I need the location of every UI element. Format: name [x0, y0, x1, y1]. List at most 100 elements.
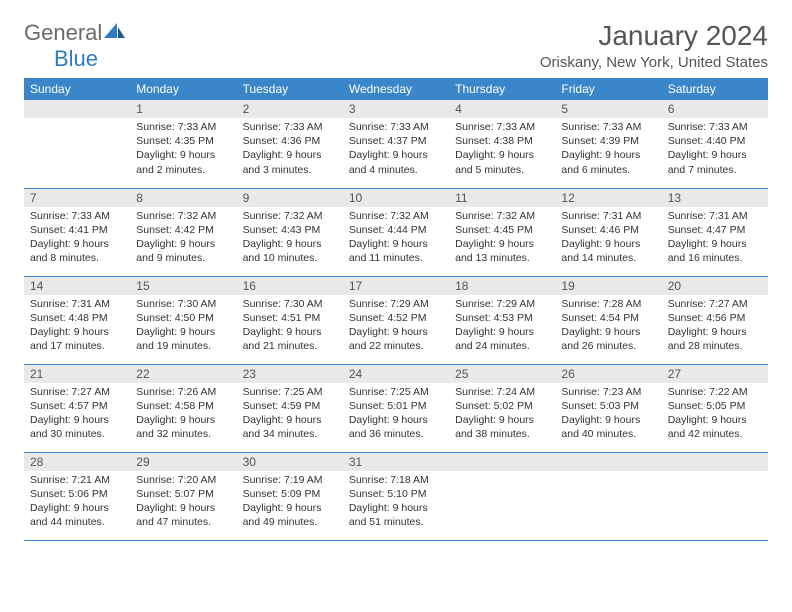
- day-details: Sunrise: 7:22 AMSunset: 5:05 PMDaylight:…: [662, 383, 768, 446]
- day-detail-line: Sunrise: 7:27 AM: [30, 385, 124, 399]
- day-details: Sunrise: 7:27 AMSunset: 4:57 PMDaylight:…: [24, 383, 130, 446]
- calendar-day-cell: 13Sunrise: 7:31 AMSunset: 4:47 PMDayligh…: [662, 188, 768, 276]
- day-details: Sunrise: 7:33 AMSunset: 4:36 PMDaylight:…: [237, 118, 343, 181]
- day-detail-line: Sunrise: 7:29 AM: [455, 297, 549, 311]
- day-details: Sunrise: 7:33 AMSunset: 4:39 PMDaylight:…: [555, 118, 661, 181]
- day-detail-line: Daylight: 9 hours: [668, 237, 762, 251]
- calendar-day-cell: 18Sunrise: 7:29 AMSunset: 4:53 PMDayligh…: [449, 276, 555, 364]
- day-detail-line: Sunset: 4:47 PM: [668, 223, 762, 237]
- calendar-day-cell: 23Sunrise: 7:25 AMSunset: 4:59 PMDayligh…: [237, 364, 343, 452]
- day-detail-line: and 21 minutes.: [243, 339, 337, 353]
- day-number: 5: [555, 100, 661, 118]
- day-details: Sunrise: 7:31 AMSunset: 4:47 PMDaylight:…: [662, 207, 768, 270]
- day-number: 18: [449, 277, 555, 295]
- day-number: 30: [237, 453, 343, 471]
- day-number: [449, 453, 555, 471]
- calendar-day-cell: 26Sunrise: 7:23 AMSunset: 5:03 PMDayligh…: [555, 364, 661, 452]
- day-detail-line: Sunset: 4:56 PM: [668, 311, 762, 325]
- title-block: January 2024 Oriskany, New York, United …: [540, 20, 768, 71]
- day-number: 6: [662, 100, 768, 118]
- calendar-day-cell: 28Sunrise: 7:21 AMSunset: 5:06 PMDayligh…: [24, 452, 130, 540]
- day-detail-line: Sunrise: 7:32 AM: [455, 209, 549, 223]
- day-number: 10: [343, 189, 449, 207]
- day-detail-line: Sunrise: 7:26 AM: [136, 385, 230, 399]
- calendar-day-cell: 29Sunrise: 7:20 AMSunset: 5:07 PMDayligh…: [130, 452, 236, 540]
- calendar-day-cell: 12Sunrise: 7:31 AMSunset: 4:46 PMDayligh…: [555, 188, 661, 276]
- calendar-day-cell: 22Sunrise: 7:26 AMSunset: 4:58 PMDayligh…: [130, 364, 236, 452]
- day-detail-line: Sunset: 5:03 PM: [561, 399, 655, 413]
- day-detail-line: Sunset: 4:39 PM: [561, 134, 655, 148]
- day-detail-line: and 38 minutes.: [455, 427, 549, 441]
- calendar-day-cell: 20Sunrise: 7:27 AMSunset: 4:56 PMDayligh…: [662, 276, 768, 364]
- day-number: 15: [130, 277, 236, 295]
- day-number: 20: [662, 277, 768, 295]
- day-detail-line: Sunset: 5:10 PM: [349, 487, 443, 501]
- day-details: Sunrise: 7:31 AMSunset: 4:46 PMDaylight:…: [555, 207, 661, 270]
- day-detail-line: Sunset: 4:36 PM: [243, 134, 337, 148]
- day-number: 26: [555, 365, 661, 383]
- calendar-day-cell: 7Sunrise: 7:33 AMSunset: 4:41 PMDaylight…: [24, 188, 130, 276]
- day-detail-line: Sunset: 4:44 PM: [349, 223, 443, 237]
- calendar-day-cell: 3Sunrise: 7:33 AMSunset: 4:37 PMDaylight…: [343, 100, 449, 188]
- day-number: 21: [24, 365, 130, 383]
- day-detail-line: and 47 minutes.: [136, 515, 230, 529]
- day-detail-line: Sunset: 4:38 PM: [455, 134, 549, 148]
- day-details: Sunrise: 7:33 AMSunset: 4:38 PMDaylight:…: [449, 118, 555, 181]
- calendar-day-cell: [24, 100, 130, 188]
- day-detail-line: Daylight: 9 hours: [561, 413, 655, 427]
- day-details: Sunrise: 7:18 AMSunset: 5:10 PMDaylight:…: [343, 471, 449, 534]
- calendar-day-cell: [449, 452, 555, 540]
- day-detail-line: Daylight: 9 hours: [349, 325, 443, 339]
- calendar-day-cell: 16Sunrise: 7:30 AMSunset: 4:51 PMDayligh…: [237, 276, 343, 364]
- day-number: 31: [343, 453, 449, 471]
- day-detail-line: and 36 minutes.: [349, 427, 443, 441]
- day-number: 24: [343, 365, 449, 383]
- day-details: Sunrise: 7:30 AMSunset: 4:50 PMDaylight:…: [130, 295, 236, 358]
- day-detail-line: Sunset: 4:48 PM: [30, 311, 124, 325]
- day-details: Sunrise: 7:30 AMSunset: 4:51 PMDaylight:…: [237, 295, 343, 358]
- day-detail-line: Sunrise: 7:24 AM: [455, 385, 549, 399]
- day-number: 8: [130, 189, 236, 207]
- day-detail-line: Sunrise: 7:31 AM: [561, 209, 655, 223]
- calendar-day-cell: 19Sunrise: 7:28 AMSunset: 4:54 PMDayligh…: [555, 276, 661, 364]
- day-detail-line: and 51 minutes.: [349, 515, 443, 529]
- day-detail-line: Sunrise: 7:33 AM: [349, 120, 443, 134]
- day-detail-line: Daylight: 9 hours: [668, 413, 762, 427]
- day-detail-line: and 3 minutes.: [243, 163, 337, 177]
- day-detail-line: Sunset: 4:57 PM: [30, 399, 124, 413]
- day-detail-line: and 2 minutes.: [136, 163, 230, 177]
- day-detail-line: Daylight: 9 hours: [349, 237, 443, 251]
- header: General Blue January 2024 Oriskany, New …: [24, 20, 768, 72]
- day-details: Sunrise: 7:25 AMSunset: 4:59 PMDaylight:…: [237, 383, 343, 446]
- day-detail-line: Sunrise: 7:33 AM: [30, 209, 124, 223]
- day-detail-line: Sunset: 4:46 PM: [561, 223, 655, 237]
- day-details: Sunrise: 7:21 AMSunset: 5:06 PMDaylight:…: [24, 471, 130, 534]
- day-detail-line: Sunset: 4:45 PM: [455, 223, 549, 237]
- day-detail-line: Sunrise: 7:21 AM: [30, 473, 124, 487]
- day-detail-line: Sunrise: 7:32 AM: [349, 209, 443, 223]
- day-detail-line: Sunset: 5:01 PM: [349, 399, 443, 413]
- day-number: 7: [24, 189, 130, 207]
- weekday-header: Friday: [555, 78, 661, 100]
- day-number: 16: [237, 277, 343, 295]
- day-detail-line: Sunrise: 7:33 AM: [668, 120, 762, 134]
- day-detail-line: Daylight: 9 hours: [243, 148, 337, 162]
- calendar-week-row: 7Sunrise: 7:33 AMSunset: 4:41 PMDaylight…: [24, 188, 768, 276]
- calendar-day-cell: 8Sunrise: 7:32 AMSunset: 4:42 PMDaylight…: [130, 188, 236, 276]
- day-detail-line: and 14 minutes.: [561, 251, 655, 265]
- calendar-body: 1Sunrise: 7:33 AMSunset: 4:35 PMDaylight…: [24, 100, 768, 540]
- day-detail-line: and 32 minutes.: [136, 427, 230, 441]
- day-detail-line: Sunrise: 7:27 AM: [668, 297, 762, 311]
- day-details: Sunrise: 7:29 AMSunset: 4:53 PMDaylight:…: [449, 295, 555, 358]
- day-detail-line: Sunrise: 7:25 AM: [243, 385, 337, 399]
- day-detail-line: Sunset: 5:05 PM: [668, 399, 762, 413]
- day-detail-line: Sunrise: 7:32 AM: [243, 209, 337, 223]
- day-number: 2: [237, 100, 343, 118]
- calendar-day-cell: [662, 452, 768, 540]
- calendar-day-cell: 15Sunrise: 7:30 AMSunset: 4:50 PMDayligh…: [130, 276, 236, 364]
- day-detail-line: Sunrise: 7:32 AM: [136, 209, 230, 223]
- day-detail-line: and 8 minutes.: [30, 251, 124, 265]
- day-detail-line: Sunset: 4:37 PM: [349, 134, 443, 148]
- day-detail-line: Sunset: 5:09 PM: [243, 487, 337, 501]
- day-details: Sunrise: 7:32 AMSunset: 4:42 PMDaylight:…: [130, 207, 236, 270]
